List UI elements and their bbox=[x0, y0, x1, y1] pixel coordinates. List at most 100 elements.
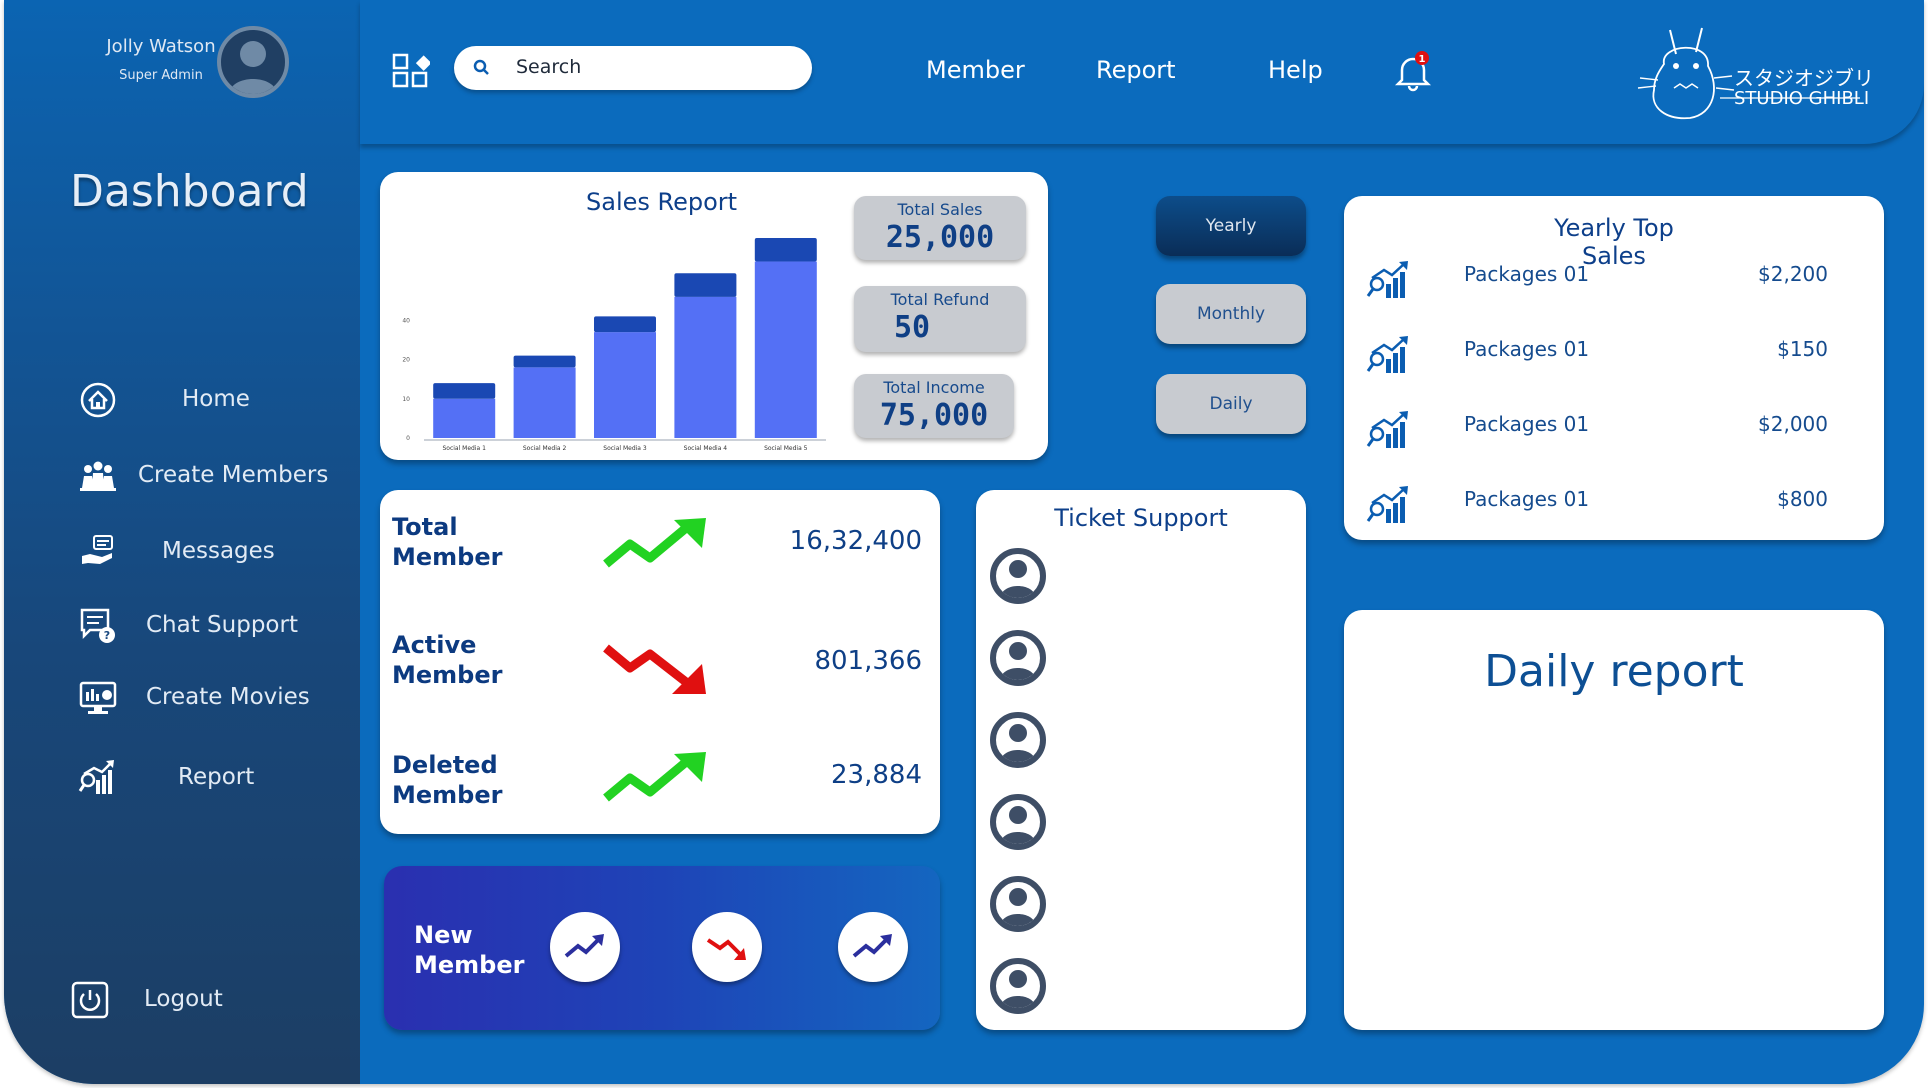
app-grid-icon[interactable] bbox=[392, 50, 430, 88]
sidebar-item-label: Chat Support bbox=[146, 612, 298, 638]
total-refund-value: 50 bbox=[894, 310, 931, 345]
trend-down-icon bbox=[706, 938, 746, 960]
nav-link-member[interactable]: Member bbox=[926, 56, 1025, 84]
new-member-trend-button-1[interactable] bbox=[550, 912, 620, 982]
daily-report-card: Daily report bbox=[1344, 610, 1884, 1030]
sidebar: Jolly Watson Super Admin Dashboard Home bbox=[4, 0, 360, 1084]
label-line: Member bbox=[414, 951, 525, 979]
user-avatar[interactable] bbox=[217, 26, 289, 98]
sidebar-item-messages[interactable]: Messages bbox=[4, 526, 360, 578]
person-icon bbox=[1000, 970, 1036, 1008]
top-sales-value: $800 bbox=[1777, 487, 1828, 511]
nav-link-report[interactable]: Report bbox=[1096, 56, 1176, 84]
deleted-member-label: Deleted Member bbox=[392, 750, 502, 810]
new-member-card: New Member bbox=[384, 866, 940, 1030]
label-line: Total bbox=[392, 513, 458, 541]
sales-bar-chart: 0 10 20 40 Social Media 1 Social Media 2 Socia… bbox=[402, 238, 826, 452]
ticket-avatar[interactable] bbox=[990, 958, 1046, 1014]
new-member-trend-button-2[interactable] bbox=[692, 912, 762, 982]
label-line: Member bbox=[392, 543, 503, 571]
title-line: Yearly Top bbox=[1554, 214, 1674, 242]
total-refund-label: Total Refund bbox=[890, 290, 990, 309]
home-icon bbox=[80, 382, 116, 418]
y-tick-label: 0 bbox=[406, 435, 410, 442]
title-line: Sales bbox=[1582, 242, 1646, 270]
y-tick-label: 40 bbox=[402, 317, 410, 324]
dashboard-title: Dashboard bbox=[70, 166, 309, 217]
members-icon bbox=[80, 461, 116, 491]
bar-segment-lower bbox=[513, 367, 576, 438]
top-sales-name: Packages 01 bbox=[1464, 412, 1590, 436]
top-sales-value: $2,200 bbox=[1758, 262, 1828, 286]
ticket-support-title: Ticket Support bbox=[1054, 504, 1228, 532]
ticket-avatar[interactable] bbox=[990, 876, 1046, 932]
total-member-value: 16,32,400 bbox=[789, 526, 922, 556]
label-line: New bbox=[414, 921, 473, 949]
new-member-label: New Member bbox=[414, 920, 524, 980]
monthly-button[interactable]: Monthly bbox=[1156, 284, 1306, 344]
power-icon bbox=[71, 981, 109, 1019]
report-icon bbox=[1366, 261, 1408, 298]
x-tick-label: Social Media 4 bbox=[684, 445, 728, 452]
y-tick-label: 10 bbox=[402, 396, 410, 403]
bar-segment-upper bbox=[433, 383, 496, 399]
bar-segment-lower bbox=[754, 261, 817, 438]
total-sales-box: Total Sales 25,000 bbox=[854, 196, 1026, 260]
logout-label: Logout bbox=[144, 986, 223, 1012]
member-stats-card: Total Member 16,32,400 Active Member 801… bbox=[380, 490, 940, 834]
daily-report-title: Daily report bbox=[1484, 646, 1744, 697]
yearly-top-sales-card: Yearly Top Sales Packages 01 $2,200 Packag… bbox=[1344, 196, 1884, 540]
total-income-box: Total Income 75,000 bbox=[854, 374, 1014, 438]
report-icon bbox=[78, 760, 114, 794]
search-icon bbox=[473, 59, 489, 75]
total-sales-label: Total Sales bbox=[897, 200, 983, 219]
nav-link-help[interactable]: Help bbox=[1268, 56, 1323, 84]
user-name: Jolly Watson bbox=[106, 36, 216, 57]
totoro-logo-icon bbox=[1637, 27, 1860, 120]
ticket-avatar[interactable] bbox=[990, 712, 1046, 768]
yearly-button[interactable]: Yearly bbox=[1156, 196, 1306, 256]
label-line: Member bbox=[392, 781, 503, 809]
total-sales-value: 25,000 bbox=[885, 220, 995, 255]
trend-up-icon bbox=[603, 518, 706, 568]
bar-segment-upper bbox=[513, 355, 576, 368]
sidebar-item-label: Create Members bbox=[138, 462, 329, 488]
total-income-label: Total Income bbox=[883, 378, 985, 397]
trend-up-icon bbox=[603, 752, 706, 802]
sidebar-item-report[interactable]: Report bbox=[4, 752, 360, 804]
x-tick-label: Social Media 2 bbox=[523, 445, 567, 452]
ticket-avatar[interactable] bbox=[990, 548, 1046, 604]
sales-report-title: Sales Report bbox=[586, 188, 738, 216]
sidebar-item-create-members[interactable]: Create Members bbox=[4, 450, 360, 502]
total-refund-box: Total Refund 50 bbox=[854, 286, 1026, 352]
trend-down-icon bbox=[603, 644, 706, 694]
sidebar-item-chat-support[interactable]: ? Chat Support bbox=[4, 600, 360, 652]
bar-segment-lower bbox=[594, 332, 656, 438]
total-income-value: 75,000 bbox=[879, 398, 989, 433]
ticket-support-card: Ticket Support bbox=[976, 490, 1306, 1030]
search-input[interactable]: Search bbox=[454, 46, 812, 90]
chat-support-icon: ? bbox=[80, 608, 115, 643]
bar-segment-lower bbox=[674, 296, 737, 438]
person-icon bbox=[1000, 888, 1036, 926]
sidebar-item-create-movies[interactable]: Create Movies bbox=[4, 672, 360, 724]
bar-segment-lower bbox=[433, 398, 496, 438]
top-sales-name: Packages 01 bbox=[1464, 487, 1590, 511]
top-sales-name: Packages 01 bbox=[1464, 337, 1590, 361]
yearly-top-sales-title: Yearly Top Sales bbox=[1504, 214, 1724, 270]
new-member-trend-button-3[interactable] bbox=[838, 912, 908, 982]
notification-bell-icon[interactable]: 1 bbox=[1390, 48, 1436, 94]
logout-button[interactable]: Logout bbox=[4, 974, 360, 1026]
svg-text:?: ? bbox=[104, 629, 110, 642]
sales-report-card: Sales Report 0 10 20 40 Social Media 1 Social… bbox=[380, 172, 1048, 460]
bar-segment-upper bbox=[594, 316, 656, 333]
person-icon bbox=[1000, 560, 1036, 598]
report-icon bbox=[1366, 336, 1408, 373]
sidebar-item-home[interactable]: Home bbox=[4, 374, 360, 426]
ticket-avatar[interactable] bbox=[990, 794, 1046, 850]
daily-button[interactable]: Daily bbox=[1156, 374, 1306, 434]
bar-segment-upper bbox=[754, 238, 817, 262]
ticket-avatar[interactable] bbox=[990, 630, 1046, 686]
label-line: Member bbox=[392, 661, 503, 689]
logo-text-en: STUDIO GHIBLI bbox=[1734, 88, 1870, 109]
